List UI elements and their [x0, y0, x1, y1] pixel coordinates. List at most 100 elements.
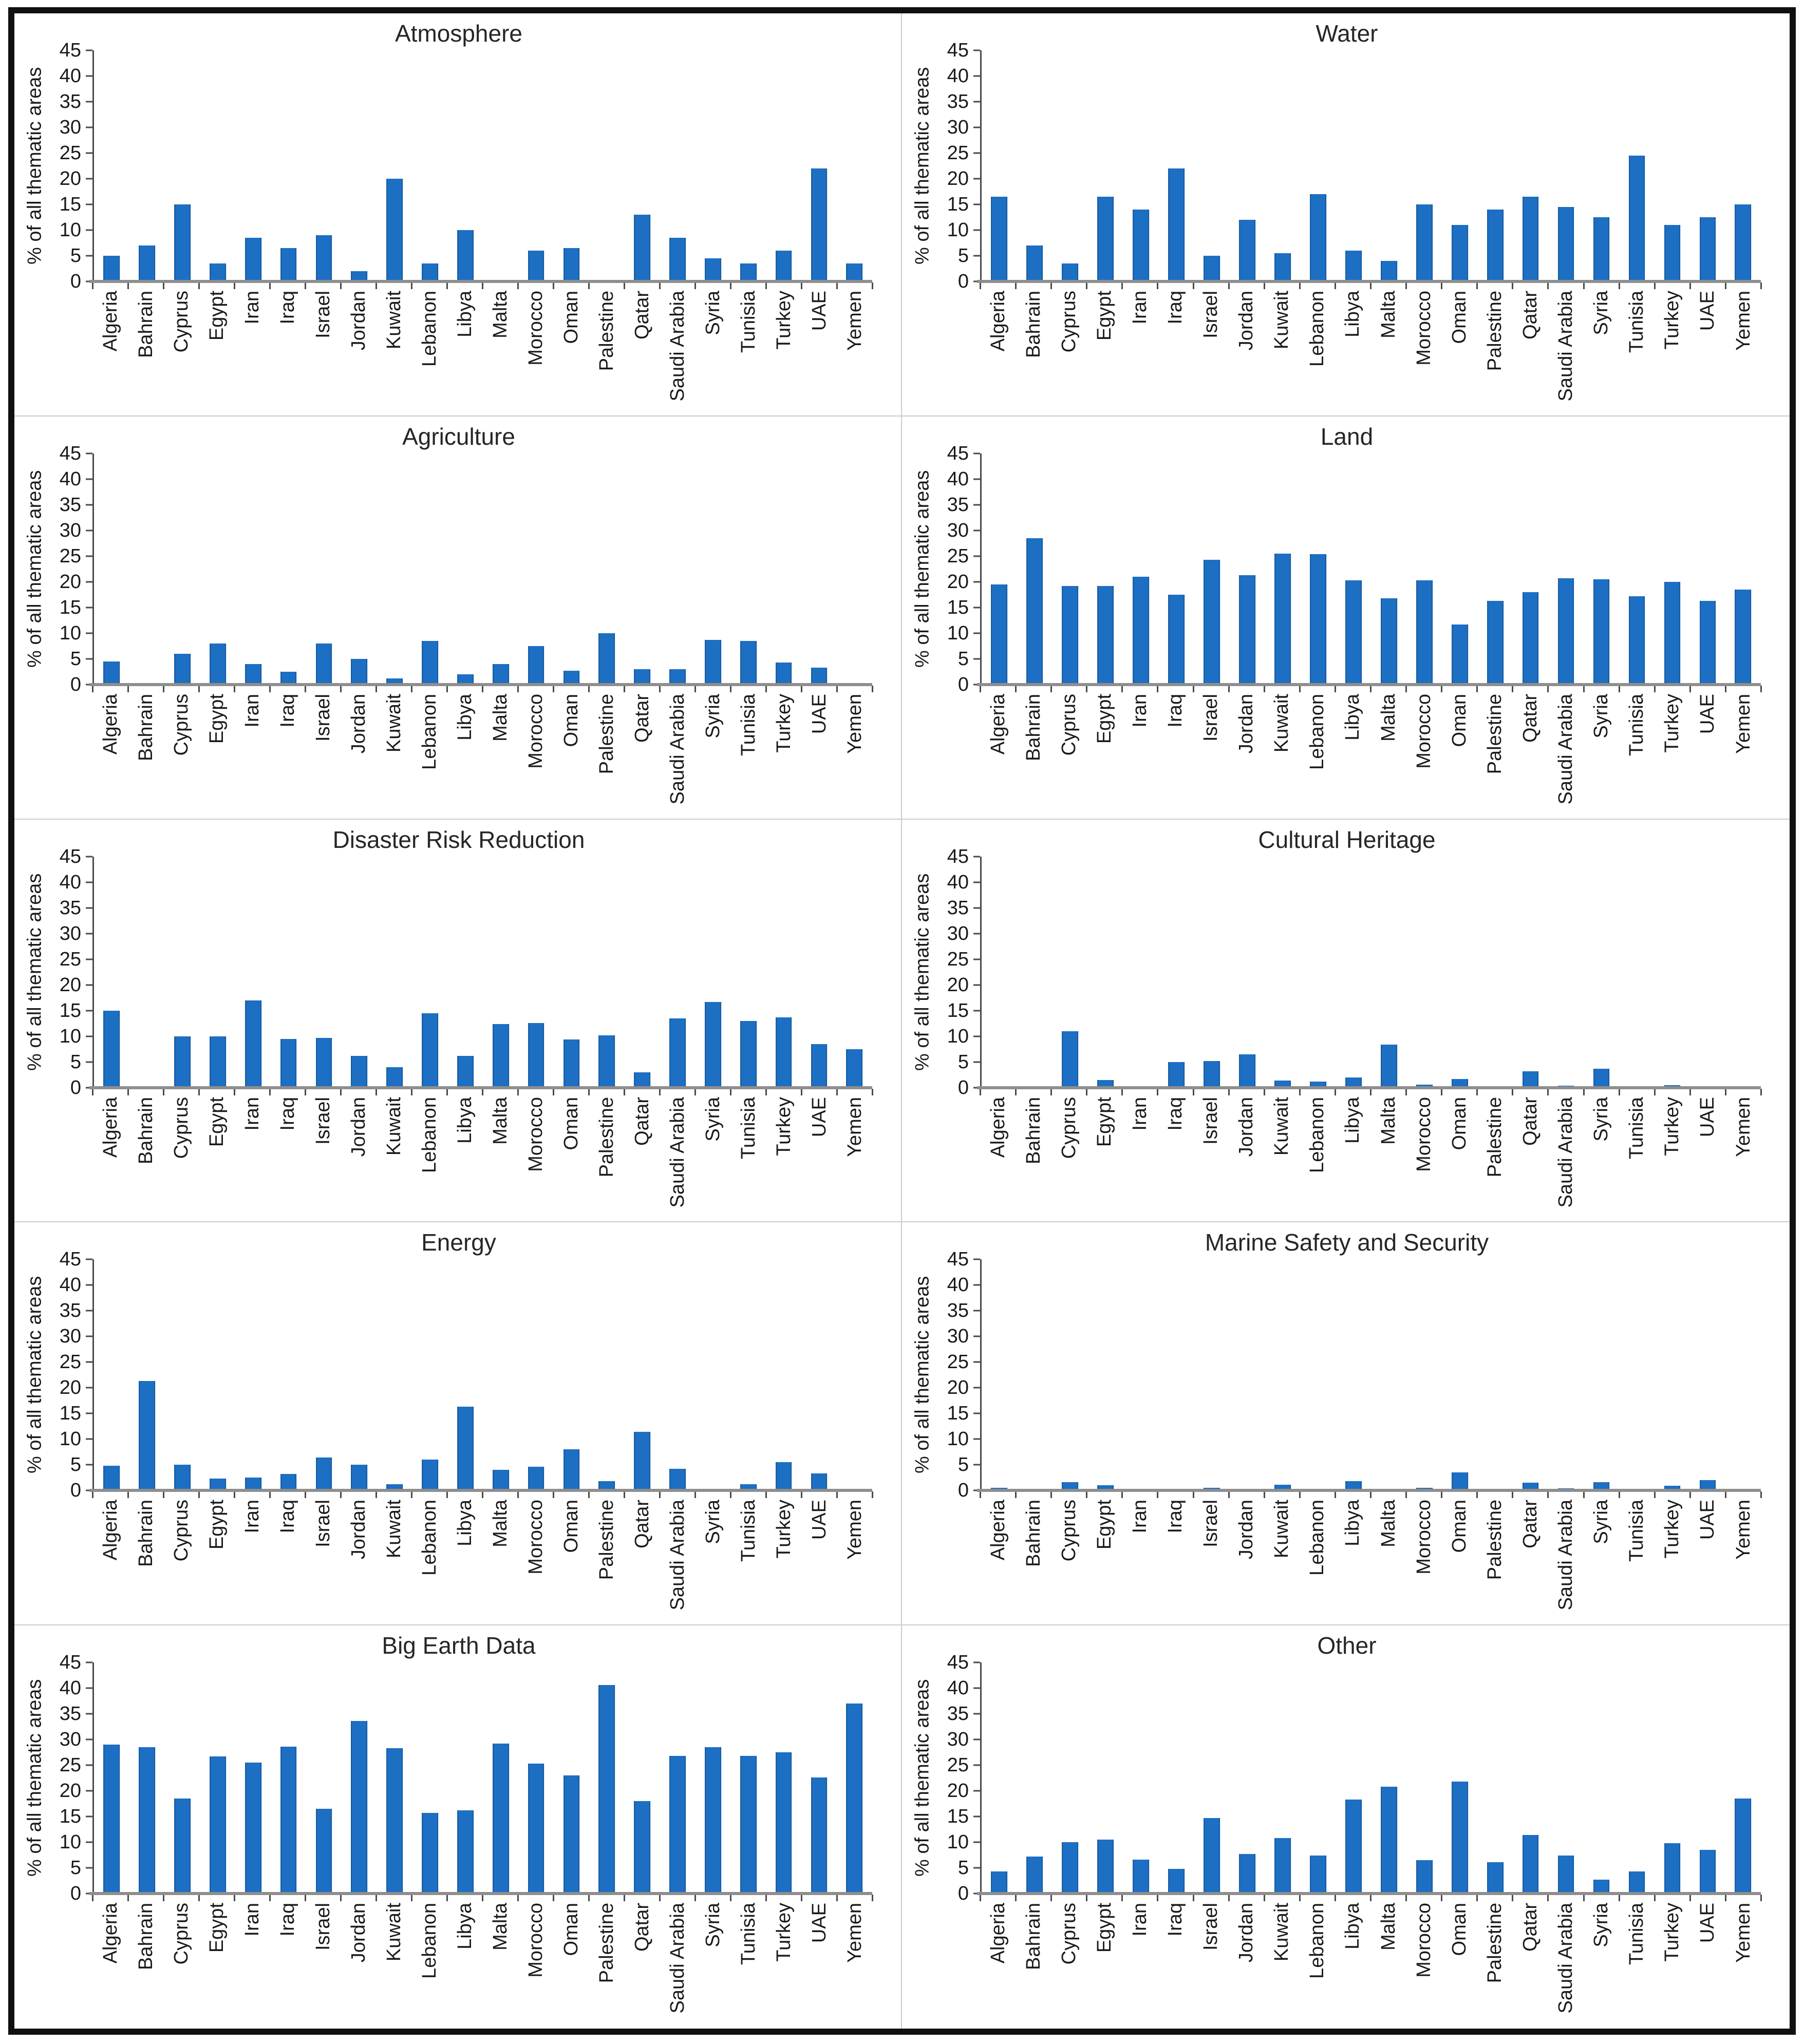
x-axis-ticks [980, 1490, 1762, 1499]
x-label-slot: Oman [1441, 291, 1477, 408]
bar-turkey [775, 251, 792, 281]
bar-oman [563, 248, 580, 281]
x-label-slot: Libya [447, 1097, 482, 1214]
bar-slot-israel [306, 453, 342, 685]
x-tick-mark [411, 685, 412, 692]
y-tick-mark [86, 101, 92, 103]
y-tick-label: 40 [947, 65, 969, 87]
bar-slot-bahrain [129, 50, 165, 281]
bar-palestine [1487, 600, 1504, 685]
x-label-morocco: Morocco [524, 291, 547, 366]
x-label-slot: Malta [1370, 1097, 1406, 1214]
bar-slot-yemen [837, 857, 872, 1088]
bar-morocco [1416, 580, 1433, 685]
bar-qatar [634, 1072, 651, 1088]
x-tick-mark [482, 1491, 483, 1499]
x-tick-mark [552, 685, 554, 692]
x-axis-labels: Algeria Bahrain Cyprus Egypt Iran Iraq Israel J… [92, 1903, 872, 2020]
bar-iran [1133, 576, 1150, 685]
x-label-slot: Egypt [199, 694, 234, 811]
x-label-slot: Iran [234, 1903, 270, 2020]
x-label-bahrain: Bahrain [135, 291, 157, 358]
bar-saudi-arabia [669, 1469, 686, 1491]
x-label-algeria: Algeria [987, 1903, 1009, 1964]
bar-slot-libya [1336, 1662, 1371, 1894]
bar-oman [1452, 624, 1468, 685]
x-tick-mark [1618, 685, 1620, 692]
x-tick-mark [411, 1895, 412, 1902]
bar-slot-saudi-arabia [660, 453, 696, 685]
bar-slot-cyprus [165, 1259, 200, 1491]
x-tick-mark [340, 282, 342, 289]
x-label-malta: Malta [489, 1096, 511, 1145]
x-label-yemen: Yemen [843, 291, 866, 351]
bar-iran [245, 1763, 261, 1894]
bar-malta [493, 1024, 509, 1088]
y-tick-label: 5 [957, 245, 969, 267]
y-tick-label: 5 [957, 648, 969, 670]
bars [94, 453, 872, 685]
x-label-yemen: Yemen [843, 693, 866, 754]
x-label-slot: Syria [695, 1500, 730, 1617]
x-tick-mark [375, 1491, 377, 1499]
x-label-qatar: Qatar [631, 291, 653, 340]
x-label-slot: Iraq [1157, 1500, 1193, 1617]
x-label-slot: Lebanon [1300, 1903, 1335, 2020]
x-label-algeria: Algeria [987, 1500, 1009, 1561]
x-label-slot: Bahrain [128, 1903, 163, 2020]
bar-saudi-arabia [669, 1018, 686, 1088]
x-label-slot: Palestine [589, 1500, 624, 1617]
y-tick-mark [973, 632, 980, 634]
x-tick-mark [234, 1895, 235, 1902]
bar-iraq [1168, 594, 1185, 685]
bar-algeria [991, 584, 1008, 685]
bar-slot-qatar [625, 453, 660, 685]
bar-egypt [1097, 1080, 1114, 1088]
y-tick-mark [973, 280, 980, 282]
x-label-slot: Israel [305, 1903, 341, 2020]
x-tick-mark [801, 282, 802, 289]
bar-qatar [1522, 1835, 1539, 1894]
x-tick-mark [234, 1491, 235, 1499]
x-label-slot: Turkey [1655, 1500, 1690, 1617]
y-tick-label: 45 [59, 845, 81, 867]
bar-slot-libya [448, 453, 483, 685]
bar-algeria [103, 661, 120, 685]
x-label-slot: Morocco [518, 1903, 553, 2020]
x-label-slot: Israel [1193, 291, 1229, 408]
y-tick-label: 10 [59, 1428, 81, 1450]
x-label-algeria: Algeria [99, 693, 121, 755]
x-label-cyprus: Cyprus [170, 693, 192, 756]
bar-slot-egypt [200, 1259, 236, 1491]
x-tick-mark [1015, 1088, 1017, 1095]
x-label-slot: Saudi Arabia [1548, 1500, 1584, 1617]
bar-yemen [846, 263, 863, 281]
x-label-slot: Yemen [1725, 1500, 1761, 1617]
y-tick-label: 10 [59, 1025, 81, 1047]
y-axis-title: % of all thematic areas [911, 1276, 933, 1474]
bar-iraq [280, 1474, 297, 1491]
x-tick-mark [801, 1088, 802, 1095]
bar-yemen [846, 1049, 863, 1088]
x-tick-mark [92, 282, 93, 289]
y-tick-label: 20 [59, 1780, 81, 1802]
x-label-slot: Turkey [1655, 1097, 1690, 1214]
bar-slot-kuwait [1265, 857, 1301, 1088]
x-label-slot: Qatar [1512, 1903, 1548, 2020]
bar-morocco [528, 1764, 544, 1894]
x-label-slot: Algeria [92, 291, 128, 408]
y-tick-label: 0 [70, 1480, 81, 1502]
x-tick-mark [1689, 1895, 1691, 1902]
bar-slot-syria [696, 1662, 731, 1894]
bar-slot-palestine [589, 50, 625, 281]
x-label-morocco: Morocco [1413, 1500, 1435, 1575]
x-tick-mark [552, 1491, 554, 1499]
x-tick-mark [1512, 1491, 1514, 1499]
bar-slot-saudi-arabia [1548, 857, 1584, 1088]
bar-slot-bahrain [1017, 50, 1053, 281]
x-label-slot: Libya [1335, 1500, 1370, 1617]
x-label-slot: Syria [695, 291, 730, 408]
x-label-slot: Bahrain [128, 694, 163, 811]
bar-bahrain [139, 245, 156, 281]
x-tick-mark [552, 282, 554, 289]
